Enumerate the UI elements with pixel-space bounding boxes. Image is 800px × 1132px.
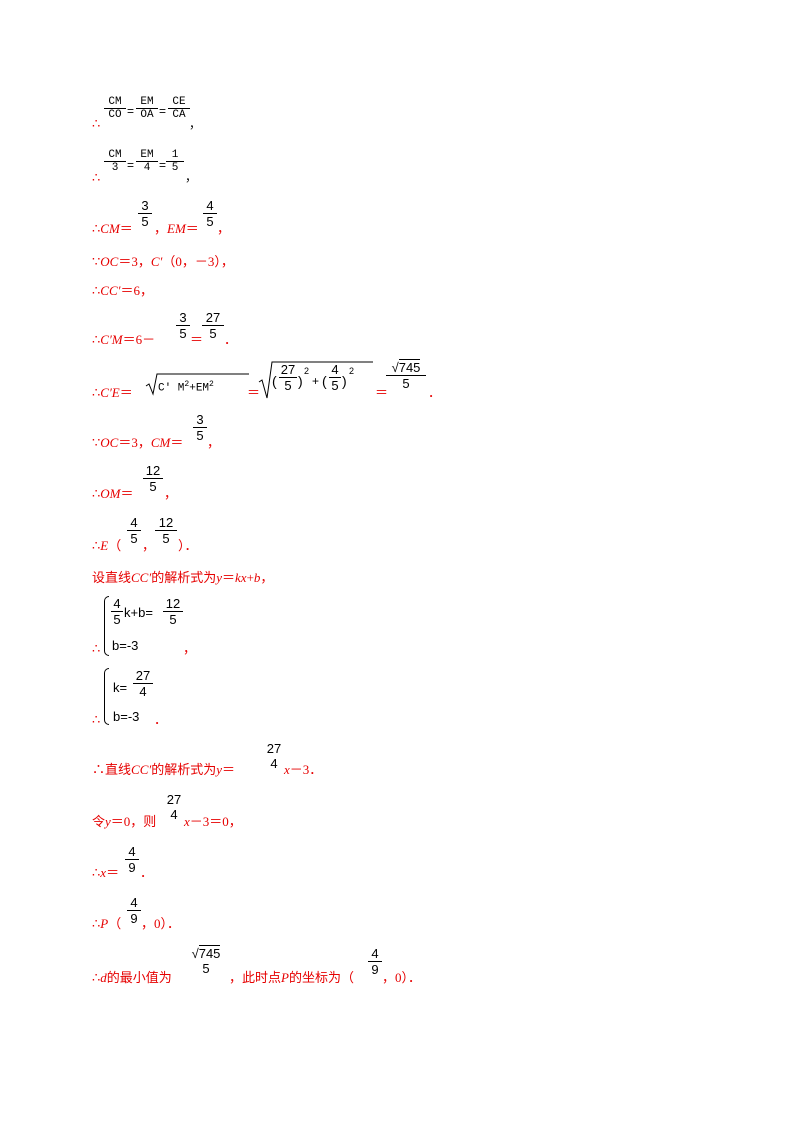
fraction-cm-co: CM CO	[104, 96, 126, 121]
sqrt-sign	[258, 361, 373, 399]
fraction-em-oa: EM OA	[136, 96, 158, 121]
fraction-27-4: 27 4	[266, 741, 282, 771]
therefore-symbol: ∴	[92, 170, 101, 185]
fraction-27-5: 27 5	[279, 362, 297, 393]
fraction-12-5: 12 5	[143, 463, 163, 494]
sqrt-sign	[145, 373, 249, 396]
left-brace	[104, 668, 109, 725]
line-11: 设直线CC′的解析式为y＝kx+b，	[92, 570, 274, 585]
fraction-27-4: 27 4	[166, 792, 182, 822]
fraction-12-5: 12 5	[155, 515, 177, 546]
line-4: ∵OC＝3，C′（0，－3），	[92, 254, 234, 269]
fraction-sqrt745-5: √745 5	[191, 945, 221, 976]
therefore-symbol: ∴	[92, 116, 101, 131]
fraction-12-5: 12 5	[163, 596, 183, 627]
fraction-em-4: EM 4	[136, 149, 158, 174]
left-brace	[104, 596, 109, 656]
fraction-cm-3: CM 3	[104, 149, 126, 174]
fraction-27-4: 27 4	[133, 668, 153, 699]
line-5: ∴CC′＝6，	[92, 283, 153, 298]
fraction-ce-ca: CE CA	[168, 96, 190, 121]
fraction-27-5: 27 5	[202, 310, 224, 341]
fraction-sqrt745-5: √745 5	[386, 359, 426, 391]
